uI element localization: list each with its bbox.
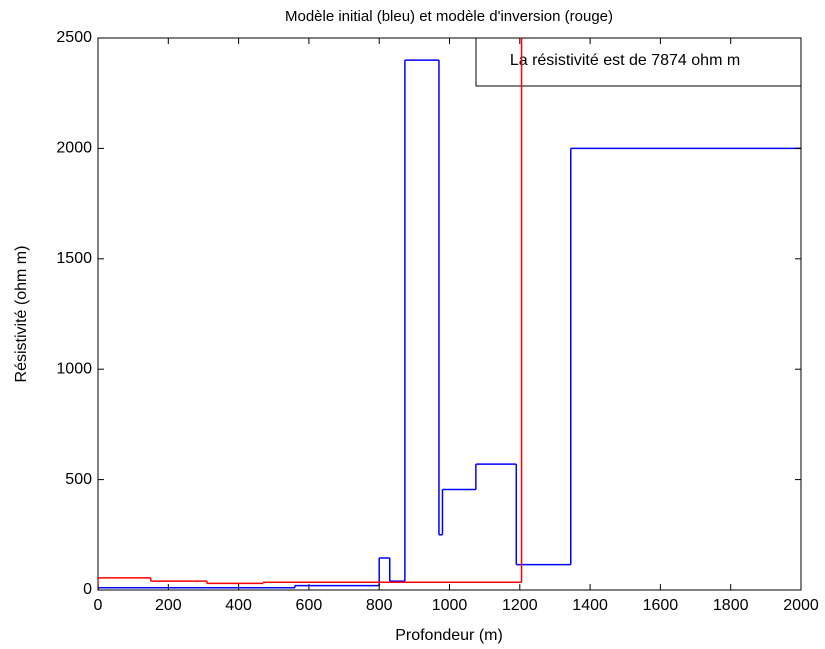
y-tick-label: 500	[65, 471, 92, 488]
y-tick-label: 2500	[56, 29, 92, 46]
plot-area	[97, 37, 802, 591]
annotation: La résistivité est de 7874 ohm m	[510, 52, 740, 69]
y-tick-label: 1500	[56, 250, 92, 267]
x-tick-label: 1800	[713, 597, 749, 614]
x-tick-label: 1000	[432, 597, 468, 614]
y-axis-label: Résistivité (ohm m)	[13, 246, 30, 383]
x-tick-label: 200	[155, 597, 182, 614]
x-axis-label: Profondeur (m)	[395, 627, 503, 644]
y-tick-label: 1000	[56, 360, 92, 377]
x-tick-label: 0	[94, 597, 103, 614]
x-tick-label: 2000	[783, 597, 819, 614]
chart-title: Modèle initial (bleu) et modèle d'invers…	[285, 8, 613, 25]
x-tick-label: 400	[225, 597, 252, 614]
annotation-box	[475, 37, 802, 87]
x-tick-label: 1200	[502, 597, 538, 614]
lines	[98, 38, 801, 590]
x-tick-label: 1600	[643, 597, 679, 614]
x-tick-label: 800	[366, 597, 393, 614]
y-tick-label: 2000	[56, 140, 92, 157]
x-tick-label: 1400	[572, 597, 608, 614]
x-tick-label: 600	[296, 597, 323, 614]
y-tick-label: 0	[83, 581, 92, 598]
